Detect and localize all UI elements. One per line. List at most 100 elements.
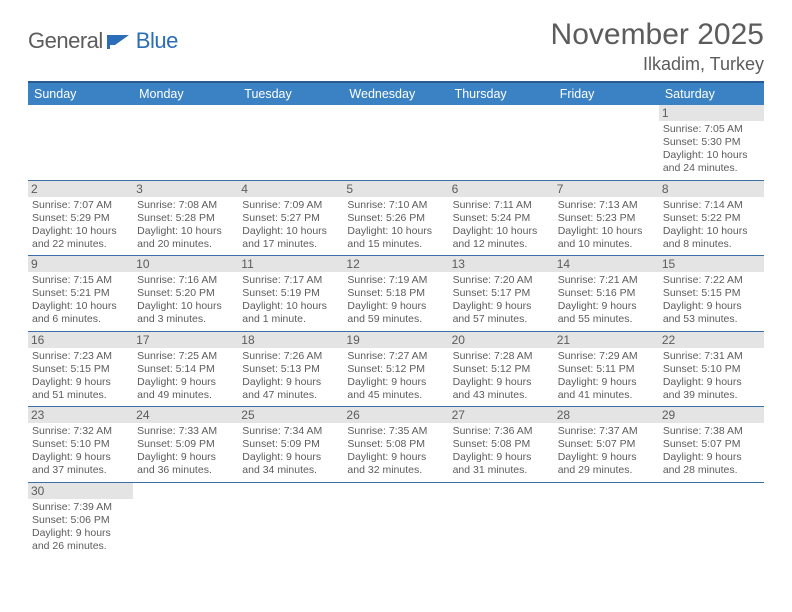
header: General Blue November 2025 Ilkadim, Turk… <box>28 18 764 75</box>
calendar-cell: 4 Sunrise: 7:09 AMSunset: 5:27 PMDaylight… <box>238 180 343 256</box>
month-title: November 2025 <box>551 18 764 52</box>
calendar-cell: 6 Sunrise: 7:11 AMSunset: 5:24 PMDaylight… <box>449 180 554 256</box>
calendar-cell: 16 Sunrise: 7:23 AMSunset: 5:15 PMDayligh… <box>28 331 133 407</box>
day-number: 24 <box>133 407 238 423</box>
day-number: 13 <box>449 256 554 272</box>
day-info: Sunrise: 7:08 AMSunset: 5:28 PMDaylight:… <box>137 199 234 252</box>
day-number: 8 <box>659 181 764 197</box>
day-number: 6 <box>449 181 554 197</box>
calendar-cell: 26 Sunrise: 7:35 AMSunset: 5:08 PMDayligh… <box>343 407 448 483</box>
day-info: Sunrise: 7:09 AMSunset: 5:27 PMDaylight:… <box>242 199 339 252</box>
calendar-cell: 12Sunrise: 7:19 AMSunset: 5:18 PMDayligh… <box>343 256 448 332</box>
day-header: Tuesday <box>238 82 343 105</box>
day-number: 9 <box>28 256 133 272</box>
calendar-cell: 11Sunrise: 7:17 AMSunset: 5:19 PMDayligh… <box>238 256 343 332</box>
calendar-cell: 8 Sunrise: 7:14 AMSunset: 5:22 PMDaylight… <box>659 180 764 256</box>
day-info: Sunrise: 7:34 AMSunset: 5:09 PMDaylight:… <box>242 425 339 478</box>
day-info: Sunrise: 7:13 AMSunset: 5:23 PMDaylight:… <box>558 199 655 252</box>
calendar-cell: 25Sunrise: 7:34 AMSunset: 5:09 PMDayligh… <box>238 407 343 483</box>
brand-part1: General <box>28 28 103 54</box>
calendar-row: 1Sunrise: 7:05 AMSunset: 5:30 PMDaylight… <box>28 105 764 180</box>
day-info: Sunrise: 7:32 AMSunset: 5:10 PMDaylight:… <box>32 425 129 478</box>
calendar-table: SundayMondayTuesdayWednesdayThursdayFrid… <box>28 81 764 557</box>
calendar-cell: 9 Sunrise: 7:15 AMSunset: 5:21 PMDaylight… <box>28 256 133 332</box>
day-number: 27 <box>449 407 554 423</box>
calendar-cell-blank <box>449 482 554 557</box>
day-info: Sunrise: 7:14 AMSunset: 5:22 PMDaylight:… <box>663 199 760 252</box>
day-number: 17 <box>133 332 238 348</box>
day-number: 21 <box>554 332 659 348</box>
day-info: Sunrise: 7:28 AMSunset: 5:12 PMDaylight:… <box>453 350 550 403</box>
calendar-cell-blank <box>238 105 343 180</box>
day-info: Sunrise: 7:31 AMSunset: 5:10 PMDaylight:… <box>663 350 760 403</box>
day-info: Sunrise: 7:23 AMSunset: 5:15 PMDaylight:… <box>32 350 129 403</box>
day-number: 23 <box>28 407 133 423</box>
calendar-cell: 20 Sunrise: 7:28 AMSunset: 5:12 PMDayligh… <box>449 331 554 407</box>
calendar-cell-blank <box>554 482 659 557</box>
day-number: 5 <box>343 181 448 197</box>
day-number: 26 <box>343 407 448 423</box>
calendar-cell: 10 Sunrise: 7:16 AMSunset: 5:20 PMDayligh… <box>133 256 238 332</box>
day-info: Sunrise: 7:33 AMSunset: 5:09 PMDaylight:… <box>137 425 234 478</box>
calendar-cell: 1Sunrise: 7:05 AMSunset: 5:30 PMDaylight… <box>659 105 764 180</box>
day-info: Sunrise: 7:19 AMSunset: 5:18 PMDaylight:… <box>347 274 444 327</box>
calendar-row: 30 Sunrise: 7:39 AMSunset: 5:06 PMDayligh… <box>28 482 764 557</box>
day-number: 20 <box>449 332 554 348</box>
calendar-cell-blank <box>343 105 448 180</box>
title-block: November 2025 Ilkadim, Turkey <box>551 18 764 75</box>
brand-flag-icon <box>107 29 135 54</box>
calendar-cell: 30 Sunrise: 7:39 AMSunset: 5:06 PMDayligh… <box>28 482 133 557</box>
location: Ilkadim, Turkey <box>551 54 764 75</box>
day-info: Sunrise: 7:39 AMSunset: 5:06 PMDaylight:… <box>32 501 129 554</box>
day-info: Sunrise: 7:07 AMSunset: 5:29 PMDaylight:… <box>32 199 129 252</box>
day-number: 19 <box>343 332 448 348</box>
brand-part2: Blue <box>136 28 178 54</box>
day-info: Sunrise: 7:22 AMSunset: 5:15 PMDaylight:… <box>663 274 760 327</box>
day-header: Wednesday <box>343 82 448 105</box>
day-info: Sunrise: 7:38 AMSunset: 5:07 PMDaylight:… <box>663 425 760 478</box>
calendar-cell-blank <box>343 482 448 557</box>
calendar-cell: 3Sunrise: 7:08 AMSunset: 5:28 PMDaylight… <box>133 180 238 256</box>
day-number: 7 <box>554 181 659 197</box>
calendar-cell: 27 Sunrise: 7:36 AMSunset: 5:08 PMDayligh… <box>449 407 554 483</box>
calendar-cell-blank <box>449 105 554 180</box>
day-info: Sunrise: 7:35 AMSunset: 5:08 PMDaylight:… <box>347 425 444 478</box>
day-info: Sunrise: 7:16 AMSunset: 5:20 PMDaylight:… <box>137 274 234 327</box>
day-header-row: SundayMondayTuesdayWednesdayThursdayFrid… <box>28 82 764 105</box>
calendar-cell: 21Sunrise: 7:29 AMSunset: 5:11 PMDayligh… <box>554 331 659 407</box>
day-info: Sunrise: 7:11 AMSunset: 5:24 PMDaylight:… <box>453 199 550 252</box>
calendar-cell-blank <box>28 105 133 180</box>
calendar-cell-blank <box>659 482 764 557</box>
day-number: 16 <box>28 332 133 348</box>
calendar-cell: 5Sunrise: 7:10 AMSunset: 5:26 PMDaylight… <box>343 180 448 256</box>
calendar-cell: 7 Sunrise: 7:13 AMSunset: 5:23 PMDaylight… <box>554 180 659 256</box>
calendar-row: 9 Sunrise: 7:15 AMSunset: 5:21 PMDaylight… <box>28 256 764 332</box>
calendar-cell-blank <box>554 105 659 180</box>
calendar-row: 16 Sunrise: 7:23 AMSunset: 5:15 PMDayligh… <box>28 331 764 407</box>
day-number: 18 <box>238 332 343 348</box>
day-number: 2 <box>28 181 133 197</box>
calendar-cell: 14Sunrise: 7:21 AMSunset: 5:16 PMDayligh… <box>554 256 659 332</box>
day-header: Friday <box>554 82 659 105</box>
day-number: 1 <box>659 105 764 121</box>
day-number: 15 <box>659 256 764 272</box>
day-info: Sunrise: 7:21 AMSunset: 5:16 PMDaylight:… <box>558 274 655 327</box>
day-info: Sunrise: 7:26 AMSunset: 5:13 PMDaylight:… <box>242 350 339 403</box>
day-info: Sunrise: 7:20 AMSunset: 5:17 PMDaylight:… <box>453 274 550 327</box>
day-number: 11 <box>238 256 343 272</box>
day-number: 30 <box>28 483 133 499</box>
calendar-body: 1Sunrise: 7:05 AMSunset: 5:30 PMDaylight… <box>28 105 764 557</box>
calendar-row: 2 Sunrise: 7:07 AMSunset: 5:29 PMDaylight… <box>28 180 764 256</box>
day-info: Sunrise: 7:15 AMSunset: 5:21 PMDaylight:… <box>32 274 129 327</box>
calendar-cell-blank <box>238 482 343 557</box>
day-header: Saturday <box>659 82 764 105</box>
calendar-cell-blank <box>133 482 238 557</box>
day-number: 4 <box>238 181 343 197</box>
calendar-cell: 2 Sunrise: 7:07 AMSunset: 5:29 PMDaylight… <box>28 180 133 256</box>
calendar-cell: 18 Sunrise: 7:26 AMSunset: 5:13 PMDayligh… <box>238 331 343 407</box>
day-number: 10 <box>133 256 238 272</box>
calendar-cell-blank <box>133 105 238 180</box>
calendar-cell: 19Sunrise: 7:27 AMSunset: 5:12 PMDayligh… <box>343 331 448 407</box>
day-header: Monday <box>133 82 238 105</box>
day-info: Sunrise: 7:36 AMSunset: 5:08 PMDaylight:… <box>453 425 550 478</box>
